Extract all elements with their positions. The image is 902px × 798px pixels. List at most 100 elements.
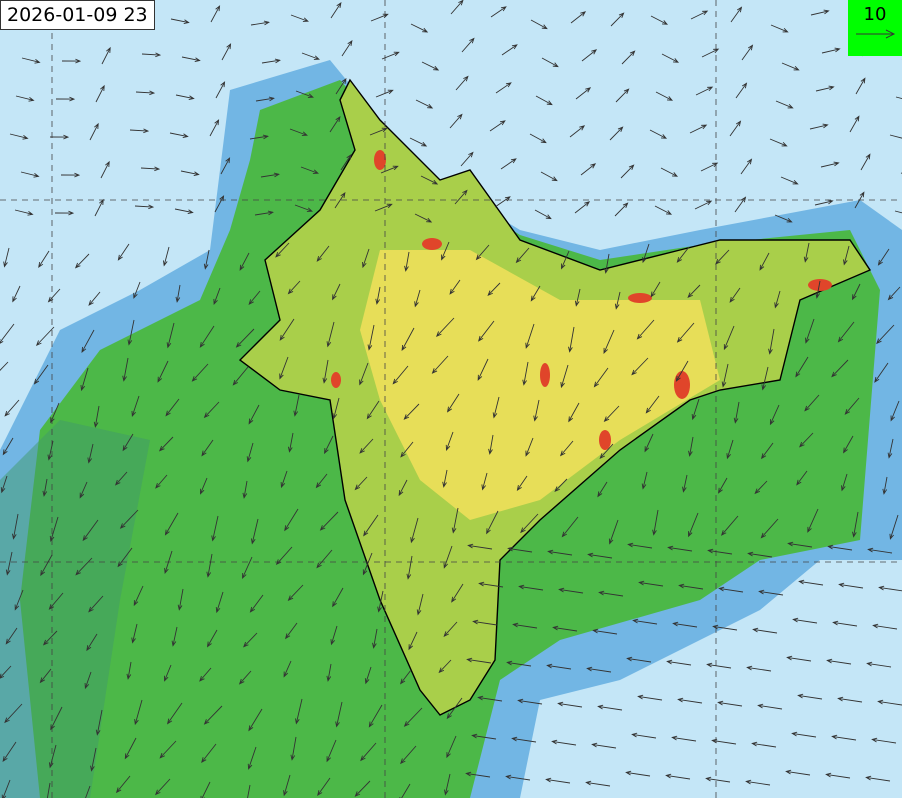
wind-arrow <box>88 291 101 306</box>
wind-arrow <box>368 704 383 728</box>
wind-arrow <box>678 583 704 590</box>
wind-arrow <box>471 733 497 740</box>
wind-arrow <box>280 470 288 489</box>
wind-arrow <box>546 663 572 670</box>
wind-arrow <box>841 473 848 492</box>
wind-arrow <box>558 587 584 594</box>
wind-arrow <box>441 241 450 261</box>
wind-arrow <box>554 478 568 493</box>
wind-arrow <box>247 784 251 798</box>
wind-arrow <box>135 90 156 96</box>
wind-arrow <box>206 553 213 578</box>
wind-arrow <box>131 623 138 644</box>
wind-arrow <box>74 253 90 269</box>
wind-arrow <box>239 252 250 271</box>
wind-arrow <box>326 739 337 763</box>
wind-arrow <box>887 286 901 301</box>
wind-arrow <box>1 779 11 798</box>
wind-arrow <box>79 481 88 499</box>
wind-arrow <box>655 91 674 101</box>
wind-arrow <box>723 325 735 351</box>
wind-arrow <box>445 431 454 451</box>
wind-arrow <box>403 403 420 420</box>
wind-arrow <box>593 367 609 388</box>
wind-arrow <box>211 515 219 542</box>
wind-arrow <box>21 57 41 64</box>
wind-arrow <box>700 162 719 172</box>
wind-arrow <box>530 19 548 30</box>
wind-arrow <box>140 166 161 172</box>
wind-arrow <box>367 324 375 351</box>
wind-arrow <box>410 517 419 544</box>
wind-arrow <box>805 318 815 344</box>
wind-arrow <box>199 477 208 495</box>
wind-arrow <box>170 18 190 25</box>
wind-arrow <box>329 115 341 133</box>
wind-arrow <box>740 158 753 175</box>
wind-arrow <box>40 554 53 577</box>
wind-arrow <box>775 100 794 109</box>
wind-arrow <box>119 509 139 529</box>
wind-arrow <box>877 248 890 266</box>
wind-arrow <box>114 471 128 486</box>
wind-arrow <box>570 11 587 24</box>
wind-arrow <box>642 243 650 264</box>
wind-arrow <box>295 698 303 725</box>
wind-arrow <box>85 785 91 798</box>
wind-arrow <box>354 476 368 491</box>
wind-arrow <box>741 44 754 61</box>
wind-arrow <box>855 77 866 95</box>
wind-arrow <box>677 697 703 704</box>
wind-arrow <box>362 552 373 576</box>
wind-arrow <box>854 191 865 209</box>
wind-arrow <box>167 702 183 725</box>
wind-arrow <box>0 475 8 494</box>
wind-arrow <box>410 23 429 33</box>
wind-arrow <box>627 542 653 549</box>
wind-arrow <box>774 290 781 309</box>
wind-arrow <box>645 395 660 414</box>
wind-arrow <box>166 322 175 349</box>
wind-arrow <box>213 287 221 306</box>
wind-arrow <box>478 320 495 342</box>
wind-arrow <box>460 151 474 167</box>
wind-arrow <box>370 13 389 22</box>
wind-arrow <box>46 782 51 798</box>
wind-arrow <box>289 128 308 136</box>
wind-arrow <box>720 515 739 536</box>
wind-arrow <box>117 243 130 261</box>
wind-arrow <box>597 481 608 498</box>
wind-arrow <box>250 518 259 545</box>
wind-arrow <box>610 12 625 27</box>
wind-arrow <box>754 480 768 495</box>
wind-arrow <box>47 440 54 461</box>
wind-arrow <box>518 584 544 591</box>
wind-arrow <box>275 242 290 258</box>
wind-arrow <box>242 480 248 499</box>
wind-arrow <box>718 477 728 494</box>
wind-arrow <box>711 738 737 745</box>
wind-arrow <box>401 327 415 352</box>
wind-arrow <box>580 163 597 176</box>
wind-arrow <box>487 282 501 297</box>
wind-arrow <box>535 95 553 106</box>
wind-arrow <box>761 366 769 391</box>
wind-arrow <box>38 250 50 268</box>
wind-arrow <box>620 164 635 179</box>
wind-arrow <box>838 582 864 589</box>
wind-arrow <box>50 706 63 731</box>
wind-arrow <box>399 783 411 798</box>
arrow-right-icon <box>856 29 896 39</box>
wind-arrow <box>362 248 370 269</box>
wind-arrow <box>131 395 140 418</box>
wind-arrow <box>768 328 775 355</box>
wind-arrow <box>631 357 649 376</box>
wind-arrow <box>220 157 231 175</box>
wind-arrow <box>235 328 255 348</box>
wind-arrow <box>465 771 491 778</box>
wind-arrow <box>597 704 623 711</box>
wind-arrow <box>707 548 733 555</box>
wind-arrow <box>569 125 586 138</box>
wind-arrow <box>127 319 135 346</box>
